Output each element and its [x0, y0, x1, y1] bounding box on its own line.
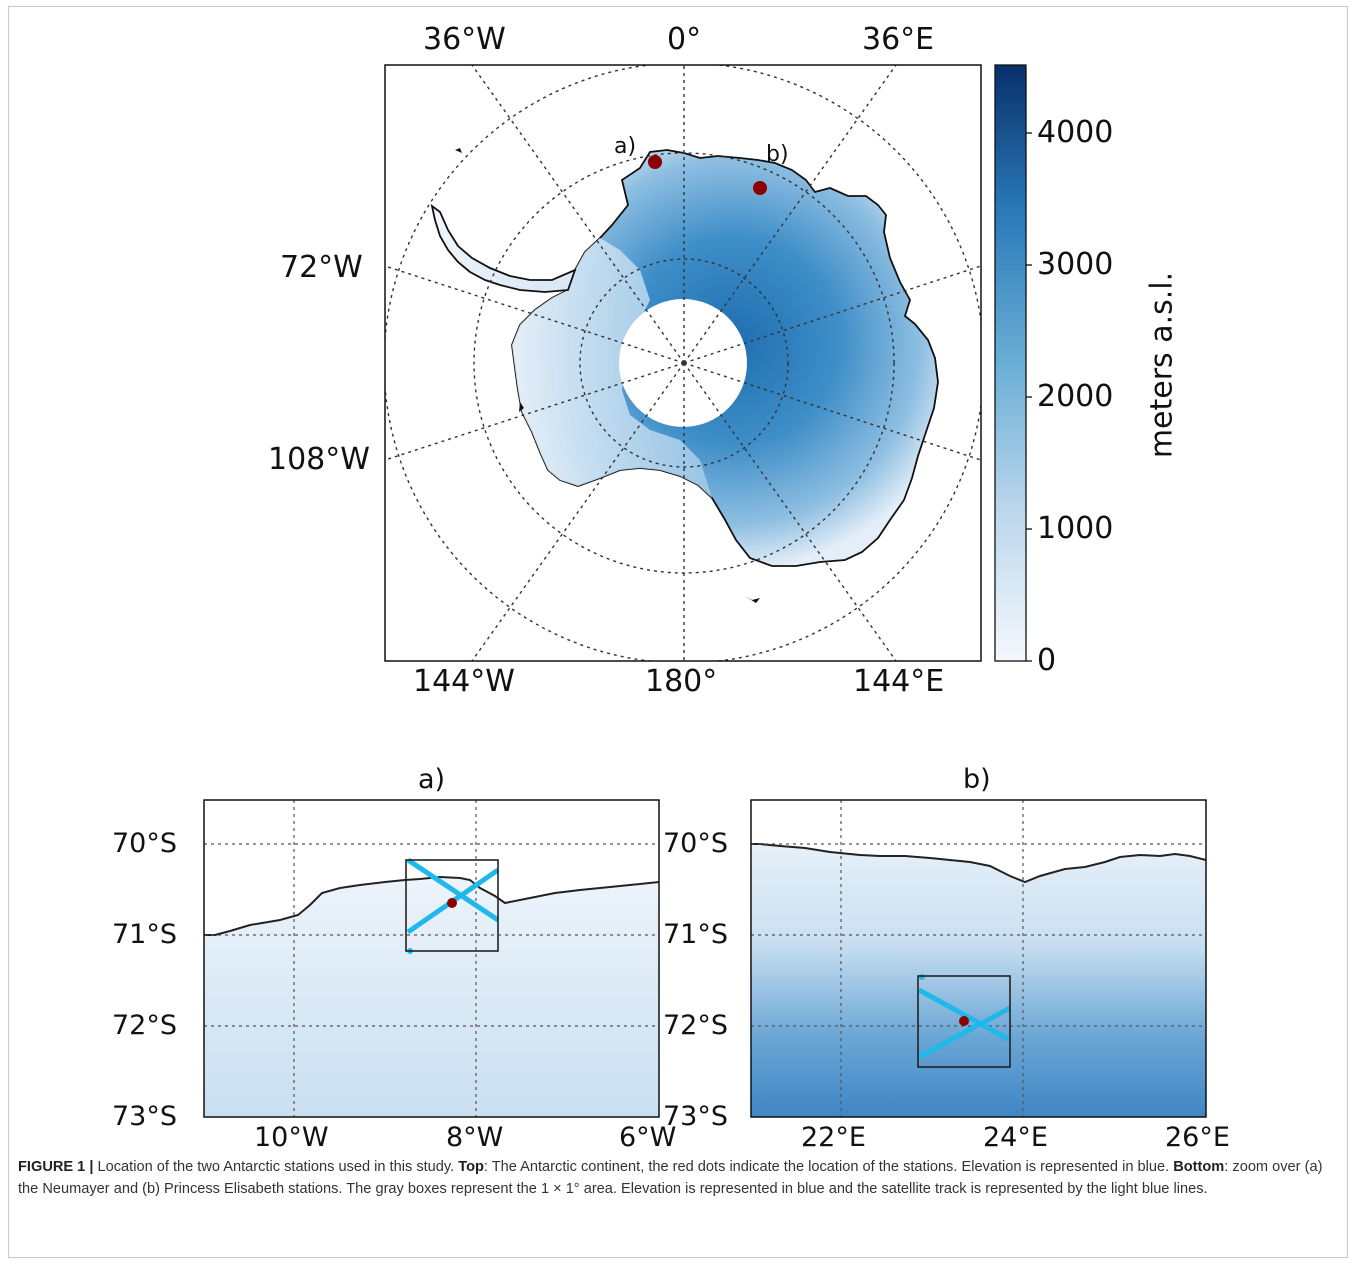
panel-b-lat-70s: 70°S [663, 828, 728, 859]
colorbar [994, 64, 1027, 662]
colorbar-tick-0: 0 [1037, 643, 1057, 678]
lon-label-36e: 36°E [862, 22, 935, 57]
graticule [385, 65, 981, 661]
caption-figure-label: FIGURE 1 | [18, 1159, 94, 1175]
satellite-track-b1 [917, 987, 1012, 1043]
panel-b-lon-26e: 26°E [1165, 1122, 1230, 1153]
figure-frame [8, 6, 1348, 1258]
lon-label-144w: 144°W [413, 664, 515, 699]
area-box-a [405, 859, 499, 952]
caption-text-3: : zoom over (a) the Neumayer and (b) Pri… [18, 1159, 1323, 1197]
antarctica-map [385, 65, 981, 661]
top-map-frame [384, 64, 982, 662]
caption-text-1: Location of the two Antarctic stations u… [93, 1159, 459, 1175]
panel-b-lat-71s: 71°S [663, 919, 728, 950]
colorbar-label: meters a.s.l. [1144, 271, 1180, 459]
colorbar-tick-4000: 4000 [1037, 115, 1114, 150]
station-a-dot [648, 155, 662, 169]
coastline-b [751, 843, 1206, 884]
colorbar-tick-3000: 3000 [1037, 247, 1114, 282]
panel-a-frame [203, 799, 660, 1118]
panel-a-lat-72s: 72°S [112, 1010, 177, 1041]
colorbar-tick-1000: 1000 [1037, 511, 1114, 546]
panel-a-lon-6w: 6°W [619, 1122, 677, 1153]
lon-label-108w: 108°W [268, 442, 370, 477]
west-antarctica [512, 238, 712, 498]
panel-b-title: b) [963, 764, 991, 795]
panel-b-frame [750, 799, 1207, 1118]
panel-b-lat-72s: 72°S [663, 1010, 728, 1041]
lon-label-72w: 72°W [280, 250, 363, 285]
lon-label-0: 0° [667, 22, 702, 57]
colorbar-tick-2000: 2000 [1037, 379, 1114, 414]
coastline-a [204, 875, 659, 936]
lon-label-144e: 144°E [853, 664, 945, 699]
station-b-dot [753, 181, 767, 195]
station-a-zoom-dot [447, 898, 457, 908]
station-b-zoom-dot [959, 1016, 969, 1026]
island [519, 402, 524, 412]
panel-b-lat-73s: 73°S [663, 1101, 728, 1132]
station-b-label: b) [766, 142, 789, 167]
panel-a-lat-71s: 71°S [112, 919, 177, 950]
island [745, 596, 760, 603]
panel-a-lon-8w: 8°W [446, 1122, 504, 1153]
lon-label-36w: 36°W [423, 22, 506, 57]
caption-text-2: : The Antarctic continent, the red dots … [483, 1159, 1174, 1175]
area-box-b [917, 975, 1011, 1068]
lon-label-180: 180° [645, 664, 718, 699]
panel-b-lon-22e: 22°E [801, 1122, 866, 1153]
antarctic-peninsula [430, 203, 577, 293]
satellite-track-a1 [406, 857, 500, 923]
station-a-label: a) [614, 134, 637, 159]
figure-caption: FIGURE 1 | Location of the two Antarctic… [18, 1156, 1338, 1200]
panel-b-lon-24e: 24°E [983, 1122, 1048, 1153]
panel-b-map [751, 800, 1206, 1117]
track-end-dot [919, 974, 925, 980]
panel-a-map [204, 800, 659, 1117]
caption-bottom-label: Bottom [1173, 1159, 1225, 1175]
caption-top-label: Top [458, 1159, 484, 1175]
satellite-track-b2 [917, 1005, 1012, 1060]
panel-a-lat-70s: 70°S [112, 828, 177, 859]
panel-a-title: a) [418, 764, 446, 795]
panel-a-lon-10w: 10°W [254, 1122, 329, 1153]
colorbar-ticks [1026, 132, 1032, 662]
island [455, 148, 462, 153]
panel-a-lat-73s: 73°S [112, 1101, 177, 1132]
